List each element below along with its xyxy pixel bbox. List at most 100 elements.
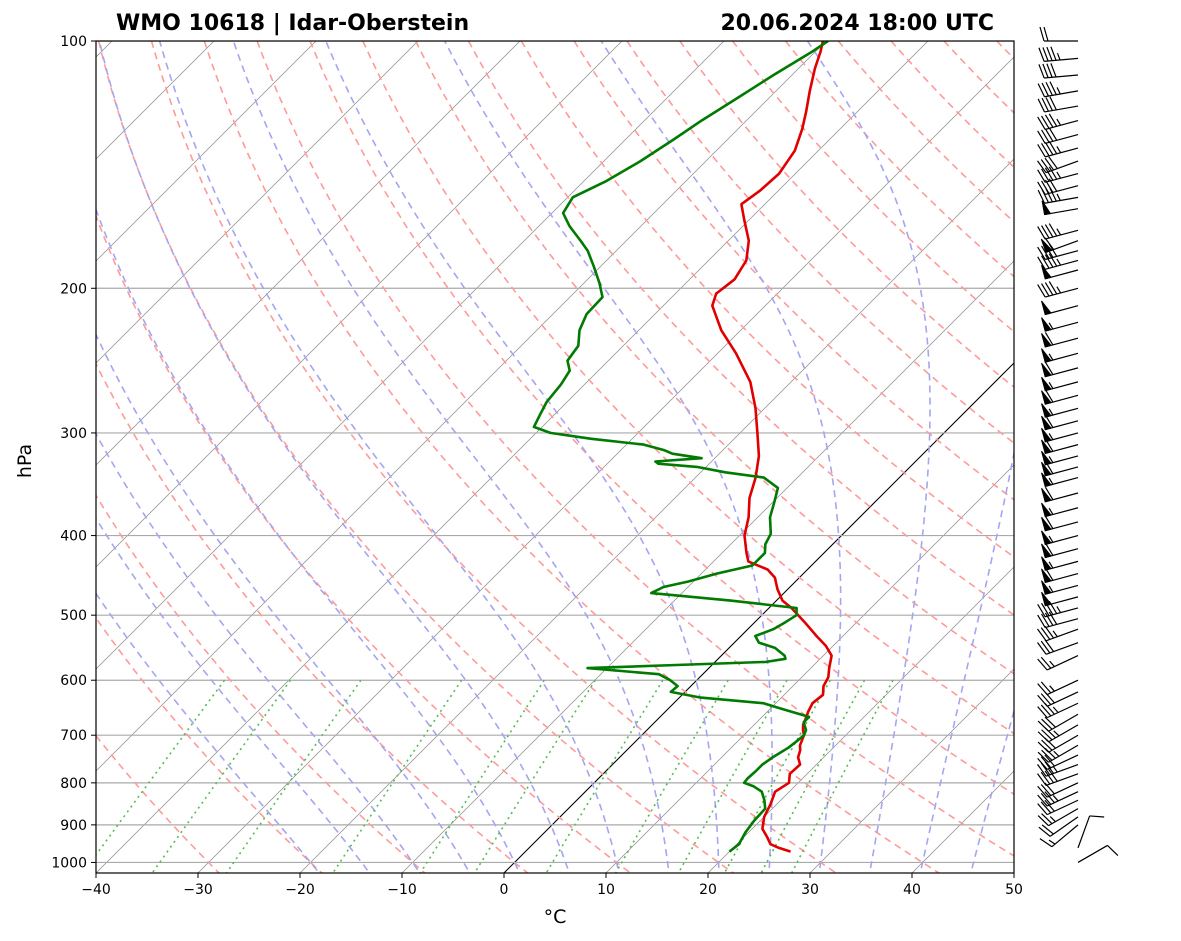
barb-full — [1044, 389, 1054, 403]
barb-full — [1046, 46, 1053, 61]
barb-full — [1044, 141, 1054, 156]
wind-barb — [1041, 376, 1079, 392]
wind-barb — [1037, 243, 1079, 261]
moist-adiabat — [96, 332, 471, 873]
wind-barb — [1041, 389, 1079, 405]
barb-half — [1056, 193, 1061, 201]
barb-full — [1037, 642, 1047, 655]
dewpoint-line — [532, 41, 829, 853]
barb-full — [1044, 567, 1054, 581]
wind-barb — [1041, 486, 1079, 503]
barb-full — [1045, 82, 1053, 96]
barb-half — [1049, 816, 1056, 823]
isotherm-line — [96, 41, 521, 466]
y-tick-label: 300 — [60, 426, 87, 442]
barb-full — [1044, 612, 1054, 626]
y-tick-label: 100 — [60, 34, 87, 50]
wind-barb — [1038, 63, 1079, 79]
wind-barb — [1077, 815, 1105, 849]
barb-full — [1107, 845, 1119, 857]
barb-full — [1044, 601, 1054, 616]
wind-barb — [1041, 264, 1079, 280]
barb-half — [1048, 382, 1054, 389]
wind-barb — [1038, 816, 1079, 837]
barb-flag — [1041, 333, 1052, 348]
barb-full — [1048, 243, 1058, 257]
x-tick-label: −20 — [285, 882, 315, 898]
barb-full — [1037, 658, 1048, 671]
barb-staff — [1044, 105, 1079, 113]
x-axis: −40 −30 −20 −10 0 10 20 30 40 50 — [81, 873, 1023, 898]
wind-barb — [1037, 799, 1079, 816]
wind-barb — [1041, 300, 1079, 316]
barb-flag — [1041, 300, 1052, 316]
mixing-ratio-line — [545, 679, 664, 873]
barb-staff — [1051, 824, 1079, 848]
barb-full — [1048, 113, 1058, 127]
barb-full — [1044, 114, 1054, 128]
barb-staff — [1045, 134, 1079, 144]
isotherm-line — [707, 566, 1014, 873]
barb-staff — [1045, 147, 1079, 158]
barb-full — [1037, 160, 1047, 174]
dry-adiabat — [626, 41, 1014, 445]
dry-adiabat — [96, 616, 324, 873]
barb-full — [1041, 602, 1050, 617]
isotherm-line — [299, 158, 1014, 873]
wind-barb — [1041, 361, 1079, 378]
barb-full — [1041, 613, 1050, 627]
background-lines — [96, 41, 1014, 873]
barb-full — [1041, 729, 1053, 741]
barb-staff — [1046, 791, 1079, 807]
wind-barb — [1037, 223, 1079, 240]
barb-full — [1044, 691, 1055, 704]
barb-full — [1040, 771, 1051, 785]
barb-staff — [1048, 724, 1079, 743]
barb-half — [1056, 146, 1062, 154]
barb-full — [1049, 96, 1057, 111]
x-tick-label: 30 — [801, 882, 819, 898]
barb-flag — [1041, 376, 1052, 392]
wind-barb — [1037, 113, 1079, 130]
barb-full — [1044, 770, 1055, 784]
barb-full — [1044, 167, 1054, 181]
dry-adiabat — [679, 41, 1014, 389]
isotherm-line — [96, 41, 929, 873]
barb-full — [1040, 784, 1052, 796]
barb-staff — [1046, 655, 1079, 671]
moist-adiabat — [600, 41, 842, 873]
barb-full — [1044, 737, 1056, 749]
barb-full — [1044, 282, 1054, 296]
isotherm-line — [605, 464, 1014, 873]
wind-barb — [1037, 253, 1079, 270]
barb-full — [1041, 225, 1050, 239]
barb-full — [1037, 751, 1049, 763]
barb-full — [1040, 704, 1052, 717]
barb-full — [1038, 64, 1045, 79]
barb-full — [1041, 813, 1053, 825]
barb-flag — [1041, 200, 1052, 216]
barb-full — [1041, 115, 1050, 129]
barb-full — [1048, 178, 1058, 192]
barb-full — [1037, 785, 1048, 798]
barb-half — [1056, 606, 1062, 613]
barb-full — [1044, 639, 1055, 652]
wind-barb — [1041, 472, 1079, 487]
barb-full — [1041, 739, 1053, 751]
barb-full — [1037, 628, 1047, 642]
barb-full — [1040, 627, 1051, 640]
barb-full — [1048, 166, 1058, 180]
barb-full — [1037, 169, 1046, 183]
wind-barb — [1037, 655, 1079, 671]
isotherm-line — [96, 41, 317, 262]
barb-full — [1037, 773, 1047, 786]
x-tick-label: 40 — [903, 882, 921, 898]
isotherm-line — [197, 56, 1014, 873]
barb-half — [1056, 258, 1062, 266]
barb-full — [1044, 438, 1054, 452]
x-axis-label: °C — [544, 906, 567, 928]
barb-staff — [1044, 196, 1079, 204]
wind-barb — [1037, 178, 1079, 196]
